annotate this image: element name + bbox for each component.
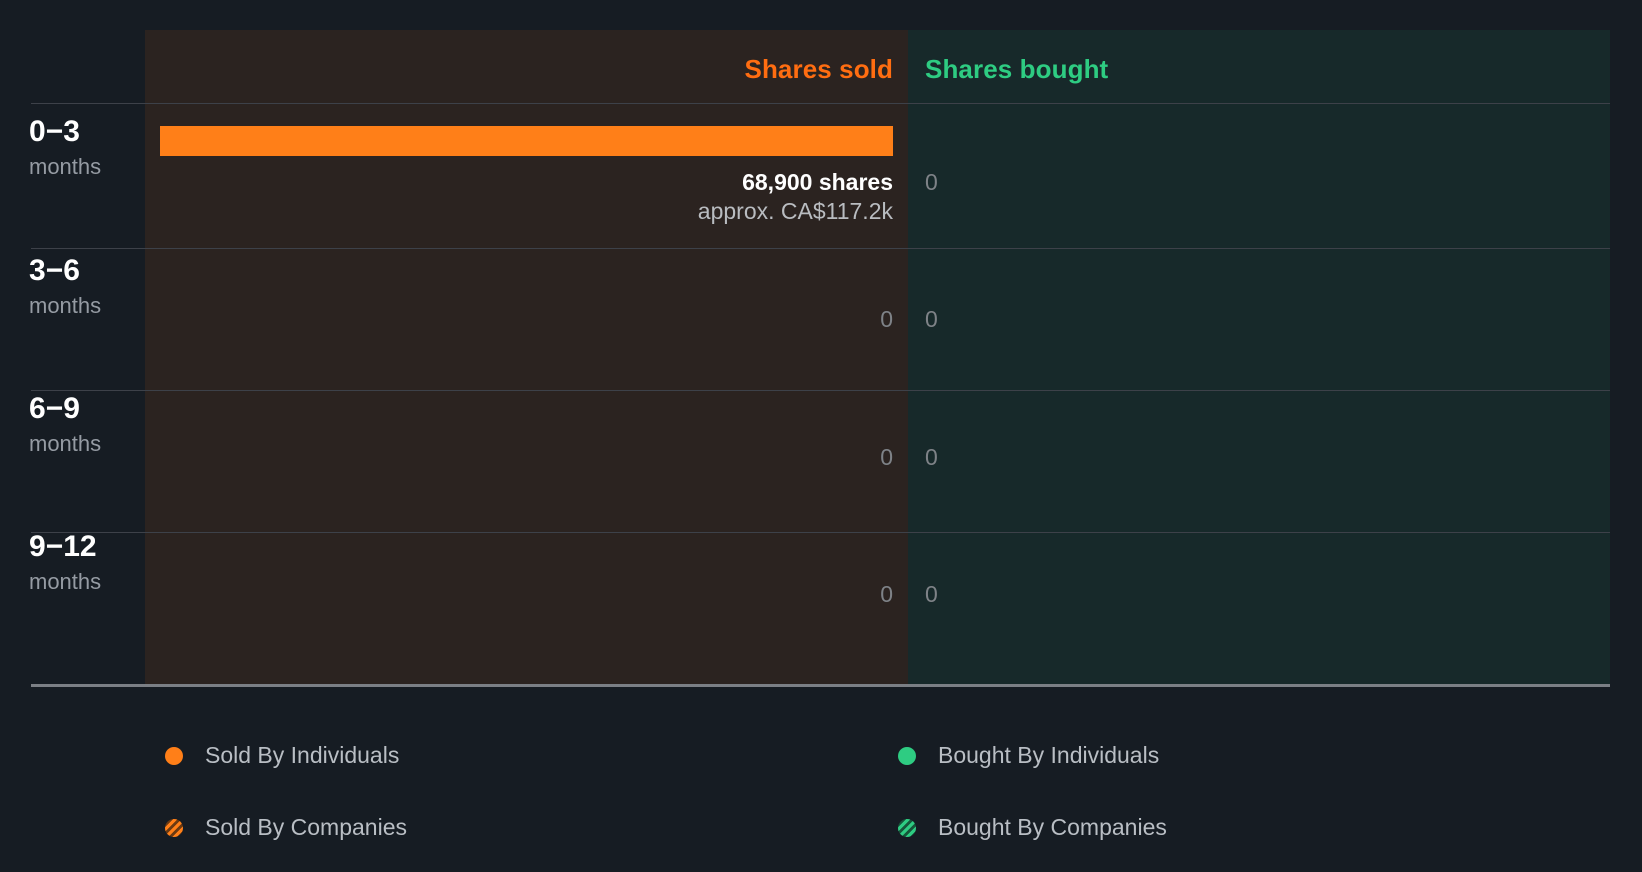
row-label-6-9-months: 6−9 months [29, 393, 139, 455]
value-bought-0-3-months: 0 [925, 168, 938, 196]
value-sold-6-9-months: 0 [145, 443, 893, 471]
bar-sold-0-3-months[interactable] [160, 126, 893, 156]
bottom-axis-line [31, 684, 1610, 687]
value-bought-9-12-months: 0 [925, 580, 938, 608]
row-unit-label: months [29, 153, 102, 179]
row-unit-label: months [29, 292, 102, 318]
row-label-0-3-months: 0−3 months [29, 116, 139, 178]
row-unit-label: months [29, 430, 102, 456]
row-range-label: 6−9 [29, 392, 80, 425]
shares-bought-column-panel [908, 30, 1610, 684]
legend-item-sold-by-companies[interactable]: Sold By Companies [165, 816, 407, 839]
row-separator-rule-3 [31, 532, 1610, 533]
value-sold-3-6-months: 0 [145, 305, 893, 333]
value-sold-9-12-months: 0 [145, 580, 893, 608]
sold-shares-value: 0 [880, 581, 893, 607]
legend-swatch-solid-orange-icon [165, 746, 183, 765]
row-range-label: 0−3 [29, 115, 80, 148]
sold-shares-value: 68,900 shares [742, 169, 893, 195]
legend-swatch-solid-green-icon [898, 746, 916, 765]
row-separator-rule-2 [31, 390, 1610, 391]
legend-item-bought-by-companies[interactable]: Bought By Companies [898, 816, 1167, 839]
bought-shares-value: 0 [925, 306, 938, 332]
value-bought-6-9-months: 0 [925, 443, 938, 471]
row-unit-label: months [29, 568, 102, 594]
legend-item-sold-by-individuals[interactable]: Sold By Individuals [165, 744, 399, 767]
shares-bought-header: Shares bought [925, 54, 1109, 84]
row-range-label: 3−6 [29, 254, 80, 287]
row-label-3-6-months: 3−6 months [29, 255, 139, 317]
shares-sold-header: Shares sold [744, 54, 893, 84]
legend-label: Bought By Individuals [938, 742, 1160, 768]
legend-swatch-striped-orange-icon [165, 818, 183, 837]
row-range-label: 9−12 [29, 530, 97, 563]
bought-shares-value: 0 [925, 581, 938, 607]
legend-label: Bought By Companies [938, 814, 1167, 840]
sold-approx-value: approx. CA$117.2k [697, 198, 893, 225]
legend-item-bought-by-individuals[interactable]: Bought By Individuals [898, 744, 1159, 767]
value-bought-3-6-months: 0 [925, 305, 938, 333]
bought-shares-value: 0 [925, 169, 938, 195]
sold-shares-value: 0 [880, 306, 893, 332]
header-separator-rule [31, 103, 1610, 104]
row-separator-rule-1 [31, 248, 1610, 249]
value-sold-0-3-months: 68,900 shares approx. CA$117.2k [145, 168, 893, 227]
bought-shares-value: 0 [925, 444, 938, 470]
legend-label: Sold By Individuals [205, 742, 400, 768]
legend-swatch-striped-green-icon [898, 818, 916, 837]
row-label-9-12-months: 9−12 months [29, 531, 139, 593]
legend-label: Sold By Companies [205, 814, 407, 840]
sold-shares-value: 0 [880, 444, 893, 470]
